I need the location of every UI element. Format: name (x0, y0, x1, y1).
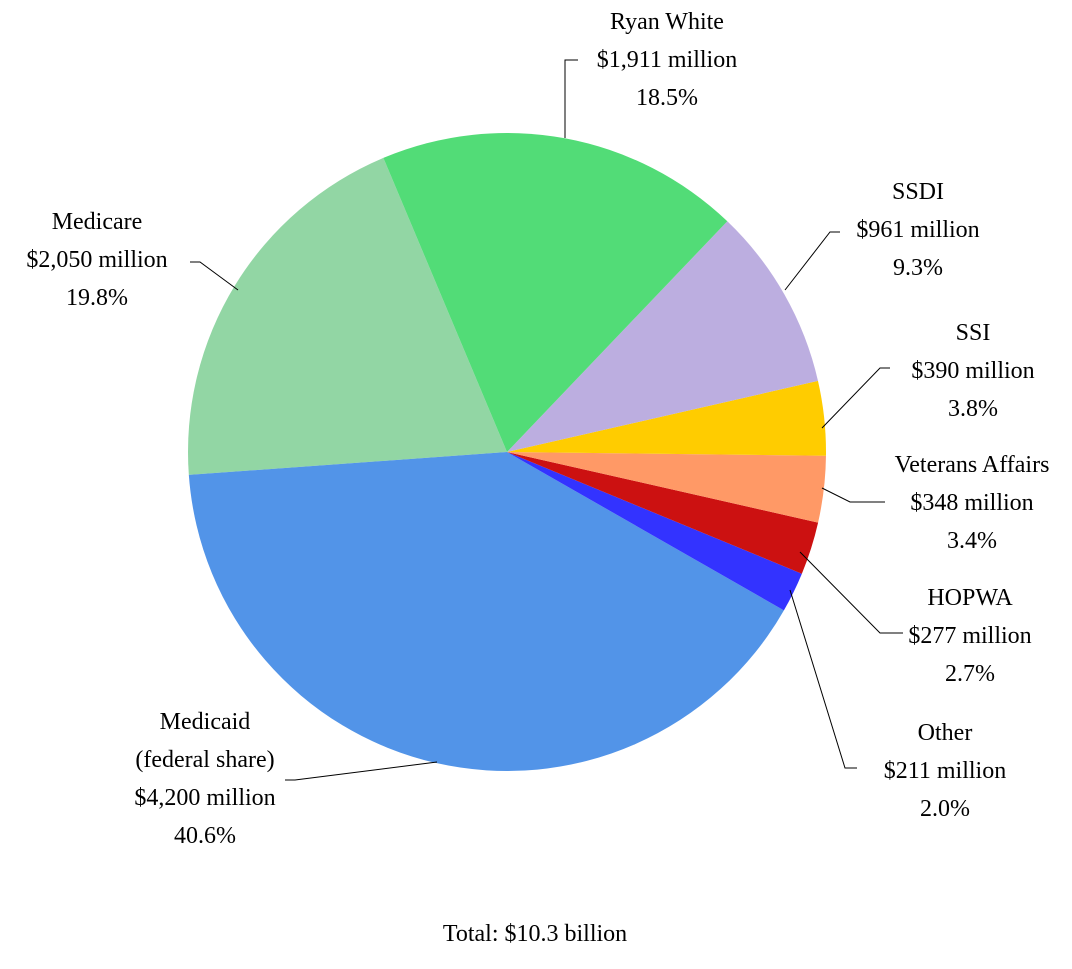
leader-lines (190, 59, 903, 781)
category: Medicare (51, 209, 143, 235)
value-label: $2,050 million (26, 247, 168, 273)
total-note: Total: $10.3 billion (442, 921, 628, 947)
slice-label: Medicare $2,050 million 19.8% (26, 203, 167, 317)
leader-line (190, 261, 239, 291)
percent-label: 19.8% (66, 285, 128, 311)
percent-label: 9.3% (893, 255, 943, 281)
pie-slice (507, 380, 826, 456)
slice-label: Medicaid (federal share) $4,200 million 40… (120, 703, 290, 855)
value-label: $4,200 million (134, 785, 276, 811)
category: Ryan White (610, 9, 724, 35)
percent-label: 2.7% (945, 661, 995, 687)
slice-label: Other $211 million 2.0% (884, 714, 1006, 828)
category: HOPWA (927, 585, 1013, 611)
leader-line (789, 589, 857, 769)
leader-line (799, 551, 903, 634)
category: Other (917, 720, 973, 746)
percent-label: 2.0% (919, 796, 970, 822)
leader-line (784, 231, 840, 291)
pie-slice (188, 157, 507, 475)
slice-label: SSDI $961 million 9.3% (856, 173, 979, 287)
value-label: $390 million (911, 358, 1035, 384)
value-label: $1,911 million (596, 47, 738, 73)
category: Medicaid (federal share) (135, 709, 275, 773)
slice-label: Ryan White $1,911 million 18.5% (597, 3, 737, 117)
leader-line (564, 59, 578, 138)
percent-label: 3.8% (948, 396, 998, 422)
value-label: $348 million (910, 490, 1034, 516)
pie-slice (383, 132, 728, 452)
slice-label: Veterans Affairs $348 million 3.4% (895, 446, 1050, 560)
pie-slice (188, 452, 784, 771)
pie-slice (507, 452, 826, 523)
pie-slice (507, 221, 818, 452)
leader-line (821, 367, 890, 429)
percent-label: 18.5% (635, 85, 698, 111)
slice-label: SSI $390 million 3.8% (911, 314, 1034, 428)
category: Veterans Affairs (894, 452, 1050, 478)
leader-line (821, 487, 885, 503)
pie-slice (507, 452, 802, 611)
category: SSDI (891, 179, 945, 205)
leader-line (285, 761, 438, 781)
value-label: $277 million (908, 623, 1032, 649)
percent-label: 40.6% (174, 823, 236, 849)
value-label: $961 million (856, 217, 980, 243)
percent-label: 3.4% (947, 528, 997, 554)
value-label: $211 million (883, 758, 1007, 784)
category: SSI (955, 320, 991, 346)
pie-slice (507, 452, 819, 574)
slice-label: HOPWA $277 million 2.7% (908, 579, 1031, 693)
